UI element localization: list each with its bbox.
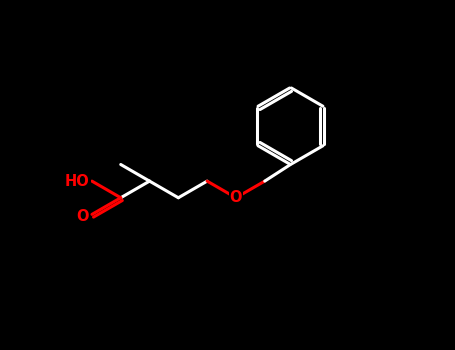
Text: O: O (76, 209, 88, 224)
Text: HO: HO (65, 174, 90, 189)
Text: O: O (230, 190, 242, 205)
